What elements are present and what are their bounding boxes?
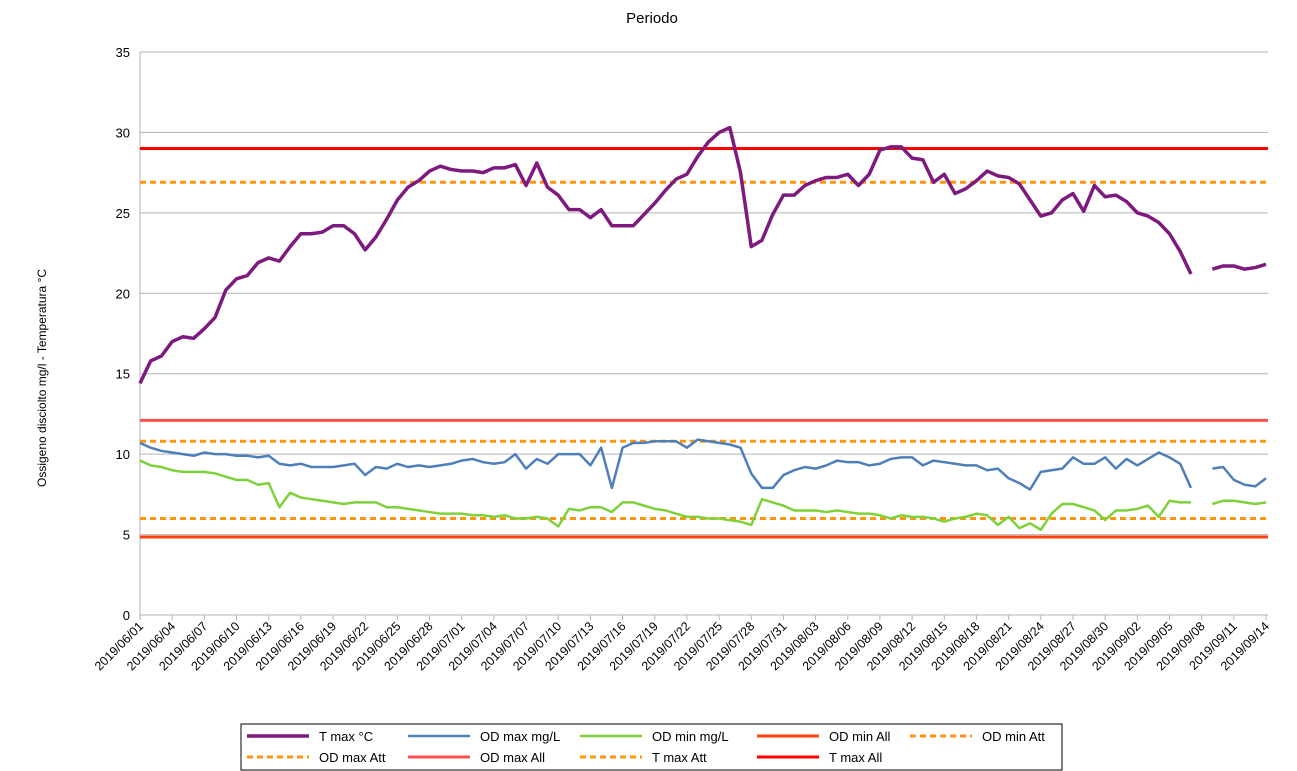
y-tick-label: 5 — [123, 528, 130, 543]
y-tick-label: 25 — [116, 206, 130, 221]
data-line — [1212, 499, 1267, 506]
legend-label: T max All — [829, 750, 882, 765]
data-line — [138, 125, 1193, 385]
y-tick-label: 15 — [116, 367, 130, 382]
legend-label: T max Att — [652, 750, 707, 765]
legend-label: T max °C — [319, 729, 373, 744]
data-line — [1212, 465, 1267, 488]
y-tick-label: 0 — [123, 608, 130, 623]
legend-label: OD min mg/L — [652, 729, 729, 744]
legend-label: OD max All — [480, 750, 545, 765]
legend-label: OD max Att — [319, 750, 386, 765]
y-tick-label: 35 — [116, 45, 130, 60]
legend-label: OD min All — [829, 729, 891, 744]
data-line — [139, 438, 1193, 491]
legend-label: OD max mg/L — [480, 729, 560, 744]
y-axis-label: Ossigeno disciolto mg/l - Temperatura °C — [35, 269, 49, 487]
y-tick-label: 10 — [116, 447, 130, 462]
legend-box — [240, 723, 1063, 771]
y-tick-label: 20 — [116, 286, 130, 301]
data-line — [1211, 262, 1267, 271]
chart-title: Periodo — [626, 10, 678, 27]
legend-label: OD min Att — [982, 729, 1045, 744]
y-tick-label: 30 — [116, 125, 130, 140]
data-line — [139, 459, 1191, 531]
